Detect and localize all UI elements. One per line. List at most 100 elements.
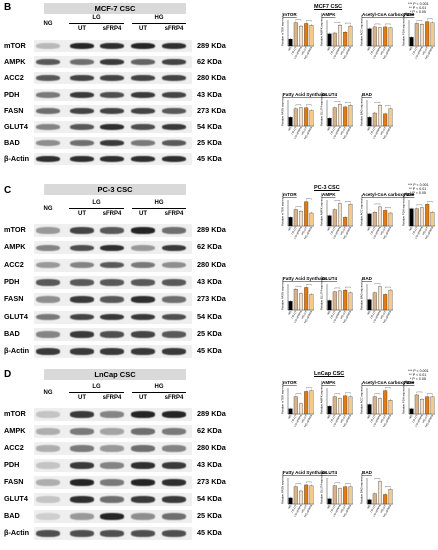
x-tick-label: LG-UT (369, 504, 377, 514)
blot-band (70, 445, 94, 452)
y-axis-label: Relative PDH expression (402, 382, 406, 414)
blot-band (100, 331, 124, 338)
x-tick-label: HG-UT (300, 226, 308, 236)
bar (383, 26, 388, 47)
significance-bracket (345, 201, 351, 203)
bar (425, 204, 430, 227)
y-axis-label: Relative mTOR expression (281, 12, 285, 46)
x-tick-label: HG-sFRP4 (424, 226, 435, 240)
kda-label: 45 KDa (197, 346, 222, 356)
significance-bracket (374, 102, 381, 104)
protein-label: AMPK (4, 242, 26, 252)
significance-bracket (374, 23, 381, 25)
blot-strip (34, 224, 192, 237)
lane-label: NG (43, 21, 53, 27)
x-tick-label: LG-UT (329, 46, 337, 56)
blot-band (36, 513, 60, 520)
blot-band (70, 348, 94, 355)
blot-band (70, 513, 94, 520)
bar (309, 485, 314, 505)
bar (299, 25, 303, 47)
x-tick-label: LG-UT (329, 504, 337, 514)
kda-label: 54 KDa (197, 122, 222, 131)
x-tick-label: NG (408, 46, 414, 52)
kda-label: 62 KDa (197, 242, 222, 252)
bar (293, 108, 298, 127)
kda-label: 43 KDa (197, 276, 222, 286)
bar (367, 299, 372, 311)
bar (430, 212, 435, 227)
bar (332, 291, 337, 311)
lane-label: UT (78, 211, 86, 217)
x-tick-label: NG (366, 46, 372, 52)
blot-band (131, 428, 155, 435)
significance-bracket (295, 286, 302, 288)
significance-bracket (334, 22, 341, 24)
x-tick-label: LG-sFRP4 (372, 46, 382, 60)
bar (304, 107, 309, 127)
bar (430, 22, 435, 47)
x-tick-label: NG (326, 226, 332, 232)
blot-band (100, 227, 124, 234)
bar (327, 300, 332, 311)
x-tick-label: HG-sFRP4 (342, 504, 353, 518)
protein-label: ACC2 (4, 259, 24, 269)
protein-label: β-Actin (4, 346, 30, 356)
y-axis-label: Relative AMPK expression (320, 381, 324, 414)
bar (332, 32, 337, 47)
bar (293, 486, 298, 505)
chart-title: mTOR (283, 12, 297, 17)
x-tick-label: LG-sFRP4 (414, 46, 424, 60)
chart-title: AMPK (322, 380, 336, 385)
protein-label: BAD (4, 138, 20, 148)
chart-title: PDH (404, 192, 414, 197)
chart-title: Acetyl-CoA carboxylase (362, 192, 415, 197)
significance-bracket (416, 391, 423, 393)
blot-band (131, 124, 155, 130)
blot-band (131, 156, 155, 163)
significance-bracket (345, 286, 351, 289)
significance-legend: *** P < 0.001 ** P < 0.01 * P < 0.05 (408, 183, 429, 196)
y-axis-label: Relative AMPK expression (320, 193, 324, 226)
x-tick-label: NG (366, 126, 372, 132)
significance-bracket (306, 104, 312, 106)
blot-band (131, 140, 155, 147)
bar (378, 27, 382, 47)
panel-letter: D (4, 369, 12, 380)
kda-label: 280 KDa (197, 259, 226, 269)
blot-band (70, 140, 94, 147)
significance-bracket (306, 198, 312, 200)
chart-title: PDH (404, 12, 414, 17)
bar-chart-ampk: AMPK Relative AMPK expression NG LG-UT LG-sF… (320, 192, 354, 252)
blot-band (162, 445, 186, 452)
chart-title: Fatty Acid Synthase (283, 92, 327, 97)
bar (372, 292, 377, 311)
protein-label: BAD (4, 511, 20, 520)
blot-band (162, 296, 186, 303)
bar-chart-mtor: mTOR Relative mTOR expression NG LG-UT LG-sF… (281, 12, 315, 72)
x-tick-label: LG-sFRP4 (372, 414, 382, 428)
x-tick-label: NG (287, 126, 293, 132)
x-tick-label: LG-sFRP4 (293, 504, 303, 518)
blot-strip (34, 88, 192, 101)
y-axis-label: Relative GLUT4 expression (320, 275, 324, 310)
x-tick-label: HG-sFRP4 (303, 414, 314, 428)
kda-label: 289 KDa (197, 409, 226, 418)
blot-band (131, 331, 155, 338)
blot-band (36, 244, 60, 252)
bar (338, 203, 342, 227)
blot-band (36, 428, 60, 435)
y-axis-label: Relative BAD expression (360, 473, 364, 504)
bar (367, 499, 372, 505)
protein-label: PDH (4, 89, 20, 99)
blot-band (162, 261, 186, 269)
blot-band (162, 479, 186, 486)
protein-label: β-Actin (4, 528, 30, 537)
bar (293, 396, 298, 415)
blot-band (36, 75, 60, 82)
bar (367, 404, 372, 415)
bar (288, 301, 293, 311)
blot-band (36, 279, 60, 286)
chart-title: Acetyl-CoA carboxylase (362, 12, 415, 17)
x-tick-label: LG-UT (329, 310, 337, 320)
